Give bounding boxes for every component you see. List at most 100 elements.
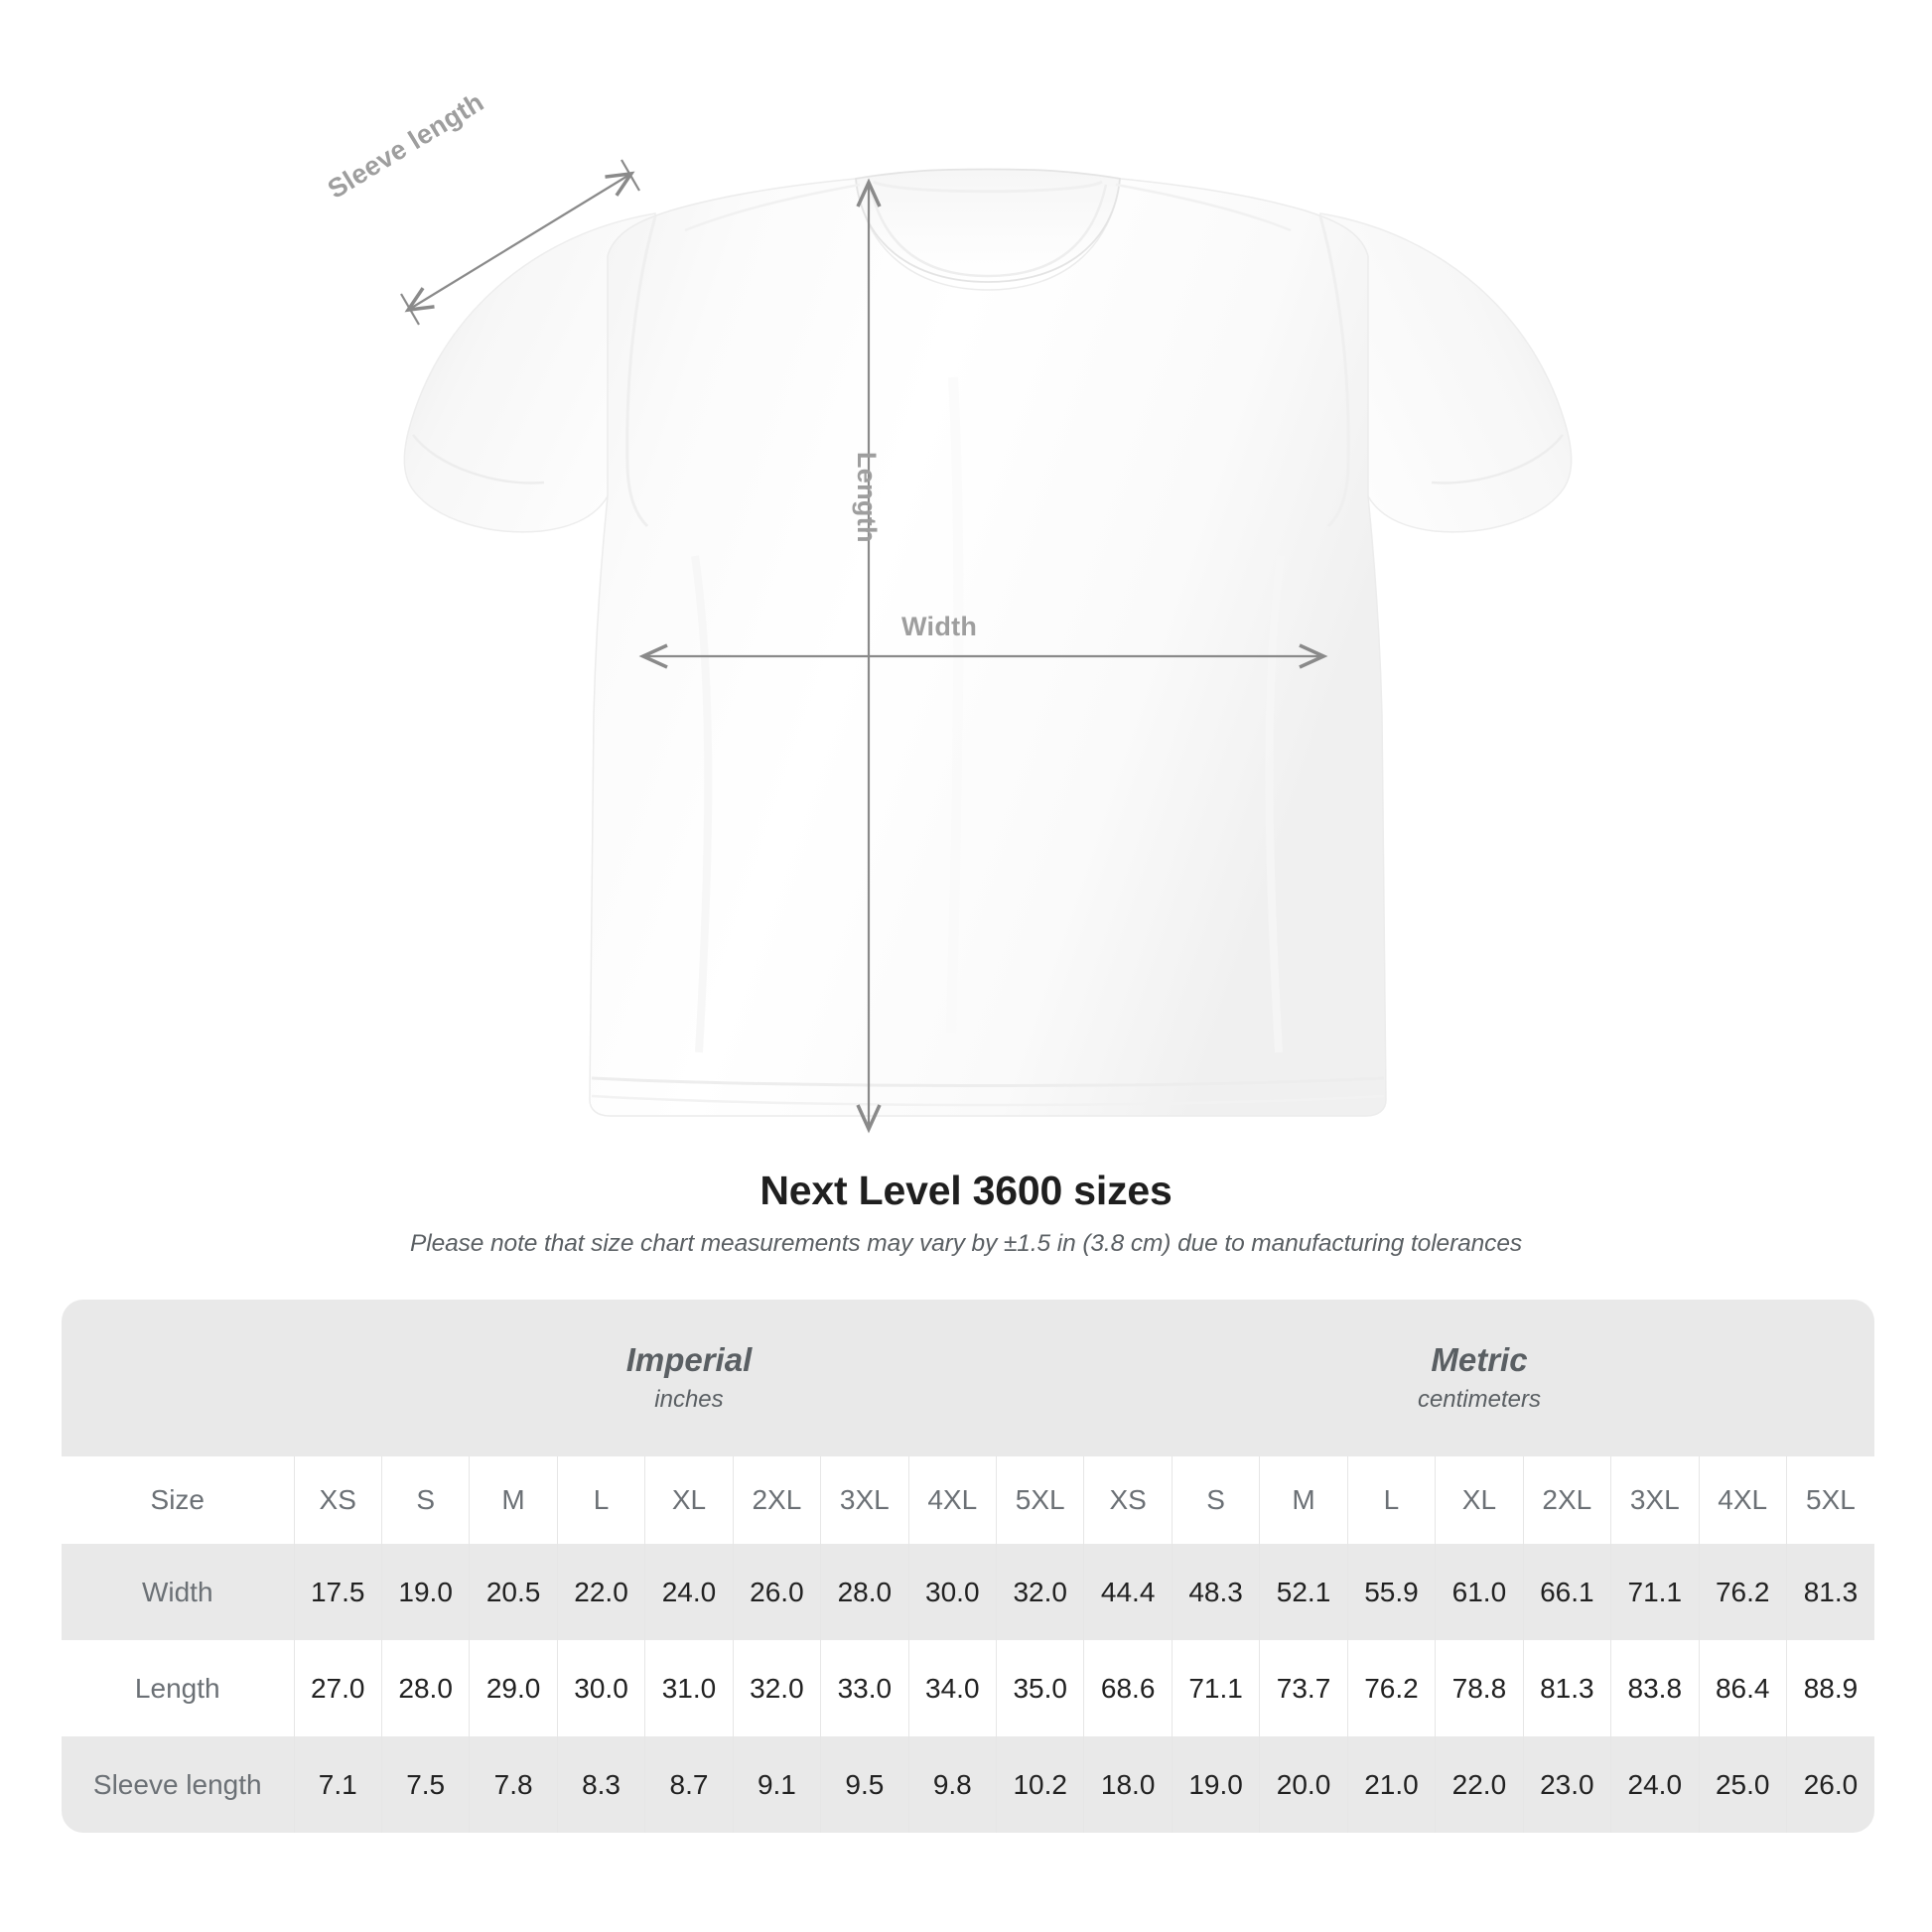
unit-name-imperial: Imperial: [625, 1340, 753, 1378]
tshirt-illustration: [400, 159, 1573, 1134]
cell-sleeve-length-imperial-3xl: 9.5: [820, 1736, 909, 1833]
cell-width-imperial-s: 19.0: [380, 1544, 470, 1640]
size-header-imperial-xl: XL: [644, 1456, 734, 1544]
cell-sleeve-length-metric-l: 21.0: [1346, 1736, 1436, 1833]
table-row: Length 27.0 28.0 29.0 30.0 31.0 32.0 33.0 34.0 35…: [62, 1640, 1874, 1736]
fabric-fold: [691, 555, 713, 1053]
cell-length-imperial-5xl: 35.0: [995, 1640, 1084, 1736]
cell-length-metric-3xl: 83.8: [1610, 1640, 1699, 1736]
page-title: Next Level 3600 sizes: [759, 1168, 1173, 1213]
cell-length-imperial-xl: 31.0: [644, 1640, 734, 1736]
table-row: Sleeve length 7.1 7.5 7.8 8.3 8.7 9.1 9.5 9.8 10.…: [62, 1736, 1874, 1833]
length-label: Length: [852, 452, 882, 543]
sleeve-length-tick-start: [400, 293, 420, 326]
right-sleeve-hem: [1431, 434, 1564, 484]
cell-length-metric-s: 71.1: [1171, 1640, 1260, 1736]
size-header-metric-4xl: 4XL: [1698, 1456, 1787, 1544]
row-label-sleeve-length: Sleeve length: [62, 1736, 294, 1833]
left-sleeve-hem: [412, 434, 545, 484]
cell-length-metric-xl: 78.8: [1435, 1640, 1524, 1736]
cell-width-metric-s: 48.3: [1171, 1544, 1260, 1640]
cell-width-metric-5xl: 81.3: [1785, 1544, 1874, 1640]
size-header-metric-5xl: 5XL: [1785, 1456, 1874, 1544]
cell-sleeve-length-imperial-l: 8.3: [556, 1736, 645, 1833]
bottom-hem: [591, 1076, 1385, 1087]
size-header-imperial-l: L: [556, 1456, 645, 1544]
cell-sleeve-length-metric-xl: 22.0: [1435, 1736, 1524, 1833]
cell-length-imperial-s: 28.0: [380, 1640, 470, 1736]
size-header-imperial-m: M: [469, 1456, 558, 1544]
size-header-row: Size XS S M L XL 2XL 3XL 4XL 5XL XS S M L XL 2XL 3XL 4XL…: [62, 1456, 1874, 1544]
size-table: Imperial inches Metric centimeters Size …: [62, 1300, 1874, 1833]
size-header-imperial-xs: XS: [293, 1456, 382, 1544]
cell-length-metric-2xl: 81.3: [1522, 1640, 1611, 1736]
collar-ribbing: [868, 184, 1108, 278]
size-header-metric-2xl: 2XL: [1522, 1456, 1611, 1544]
cell-sleeve-length-imperial-xs: 7.1: [293, 1736, 382, 1833]
cell-length-metric-m: 73.7: [1259, 1640, 1348, 1736]
cell-width-imperial-2xl: 26.0: [732, 1544, 821, 1640]
cell-width-metric-l: 55.9: [1346, 1544, 1436, 1640]
width-label: Width: [901, 612, 978, 641]
bottom-hem-inner: [591, 1094, 1385, 1107]
size-table-wrapper: Imperial inches Metric centimeters Size …: [62, 1300, 1874, 1833]
cell-width-imperial-5xl: 32.0: [995, 1544, 1084, 1640]
cell-width-imperial-3xl: 28.0: [820, 1544, 909, 1640]
cell-width-imperial-m: 20.5: [469, 1544, 558, 1640]
cell-sleeve-length-metric-3xl: 24.0: [1610, 1736, 1699, 1833]
tshirt-diagram: Sleeve length Length Width: [323, 87, 1573, 1134]
unit-cell-imperial: Imperial inches: [294, 1300, 1084, 1456]
cell-sleeve-length-imperial-xl: 8.7: [644, 1736, 734, 1833]
cell-width-imperial-l: 22.0: [556, 1544, 645, 1640]
size-header-metric-s: S: [1171, 1456, 1260, 1544]
right-shoulder-seam: [1115, 183, 1292, 232]
cell-width-metric-m: 52.1: [1259, 1544, 1348, 1640]
cell-sleeve-length-metric-m: 20.0: [1259, 1736, 1348, 1833]
size-header-imperial-s: S: [380, 1456, 470, 1544]
cell-sleeve-length-imperial-m: 7.8: [469, 1736, 558, 1833]
cell-length-metric-4xl: 86.4: [1698, 1640, 1787, 1736]
cell-width-imperial-4xl: 30.0: [907, 1544, 997, 1640]
right-armhole-seam: [1318, 215, 1350, 528]
cell-width-metric-3xl: 71.1: [1610, 1544, 1699, 1640]
sleeve-length-arrow: [404, 171, 635, 313]
table-row: Width 17.5 19.0 20.5 22.0 24.0 26.0 28.0 30.0 32.…: [62, 1544, 1874, 1640]
cell-width-imperial-xs: 17.5: [293, 1544, 382, 1640]
cell-width-metric-xl: 61.0: [1435, 1544, 1524, 1640]
collar-back-seam: [873, 180, 1103, 194]
unit-name-metric: Metric: [1431, 1340, 1528, 1378]
size-header-imperial-3xl: 3XL: [820, 1456, 909, 1544]
cell-sleeve-length-imperial-4xl: 9.8: [907, 1736, 997, 1833]
cell-sleeve-length-metric-4xl: 25.0: [1698, 1736, 1787, 1833]
fabric-fold: [946, 376, 964, 1034]
cell-sleeve-length-metric-5xl: 26.0: [1785, 1736, 1874, 1833]
title-block: Next Level 3600 sizes Please note that s…: [0, 1168, 1932, 1258]
size-header-imperial-2xl: 2XL: [732, 1456, 821, 1544]
cell-sleeve-length-metric-s: 19.0: [1171, 1736, 1260, 1833]
cell-width-metric-xs: 44.4: [1083, 1544, 1173, 1640]
size-header-label: Size: [62, 1456, 294, 1544]
cell-sleeve-length-imperial-s: 7.5: [380, 1736, 470, 1833]
cell-sleeve-length-imperial-5xl: 10.2: [995, 1736, 1084, 1833]
left-shoulder-seam: [684, 183, 861, 232]
size-header-metric-l: L: [1346, 1456, 1436, 1544]
cell-length-metric-l: 76.2: [1346, 1640, 1436, 1736]
cell-length-imperial-2xl: 32.0: [732, 1640, 821, 1736]
cell-length-imperial-l: 30.0: [556, 1640, 645, 1736]
unit-sub-imperial: inches: [654, 1386, 724, 1414]
cell-sleeve-length-metric-2xl: 23.0: [1522, 1736, 1611, 1833]
unit-spacer-cell: [62, 1300, 294, 1456]
size-header-metric-3xl: 3XL: [1610, 1456, 1699, 1544]
cell-sleeve-length-imperial-2xl: 9.1: [732, 1736, 821, 1833]
size-header-imperial-4xl: 4XL: [907, 1456, 997, 1544]
row-label-width: Width: [62, 1544, 294, 1640]
fabric-fold: [1265, 555, 1285, 1053]
cell-length-metric-5xl: 88.9: [1785, 1640, 1874, 1736]
cell-width-imperial-xl: 24.0: [644, 1544, 734, 1640]
shirt-body: [589, 178, 1387, 1117]
row-label-length: Length: [62, 1640, 294, 1736]
size-header-metric-m: M: [1259, 1456, 1348, 1544]
size-header-metric-xl: XL: [1435, 1456, 1524, 1544]
tolerance-note: Please note that size chart measurements…: [410, 1230, 1522, 1257]
